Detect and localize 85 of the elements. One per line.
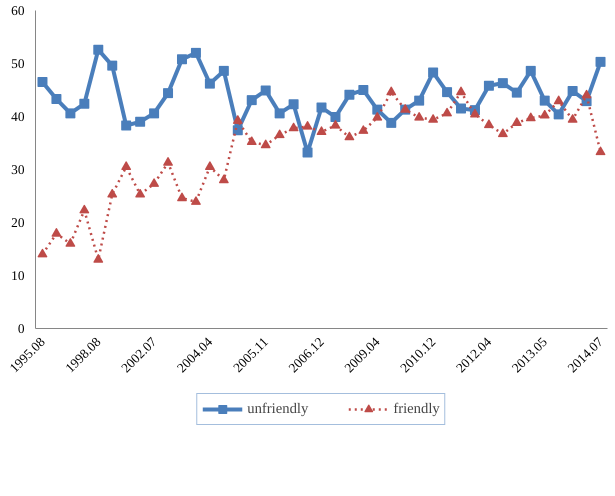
point: [176, 192, 187, 202]
point: [512, 117, 522, 126]
point: [554, 95, 564, 104]
point: [37, 248, 48, 258]
point: [246, 136, 257, 146]
point: [344, 90, 354, 100]
point: [526, 66, 536, 76]
y-tick-label: 30: [11, 162, 25, 177]
point: [512, 88, 522, 98]
point: [232, 115, 243, 124]
point: [316, 102, 326, 112]
point: [107, 188, 118, 198]
point: [582, 90, 592, 98]
point: [288, 122, 299, 132]
y-tick-label: 10: [11, 268, 25, 283]
point: [163, 156, 174, 166]
point: [260, 86, 271, 96]
point: [414, 112, 424, 121]
legend-label: friendly: [393, 400, 440, 418]
point: [190, 48, 201, 58]
y-tick-label: 40: [11, 109, 25, 124]
y-tick-label: 50: [11, 56, 25, 71]
legend-label: unfriendly: [247, 400, 308, 418]
point: [484, 119, 494, 128]
point: [121, 161, 132, 170]
point: [135, 188, 146, 198]
point: [93, 44, 104, 55]
point: [596, 56, 606, 67]
point: [540, 110, 550, 119]
point: [344, 131, 354, 140]
point: [358, 125, 368, 134]
point: [218, 174, 229, 184]
point: [302, 120, 313, 130]
point: [456, 104, 466, 114]
point: [65, 238, 76, 247]
point: [288, 99, 299, 110]
point: [498, 78, 508, 88]
point: [568, 86, 578, 96]
point: [149, 108, 160, 118]
point: [79, 98, 90, 109]
point: [540, 96, 550, 106]
point: [386, 86, 396, 96]
point: [37, 77, 48, 88]
point: [470, 108, 480, 118]
point: [121, 120, 132, 131]
point: [93, 254, 104, 263]
y-tick-label: 0: [18, 321, 25, 336]
point: [79, 204, 90, 214]
point: [274, 108, 285, 118]
point: [484, 80, 494, 91]
point: [204, 78, 215, 89]
point: [51, 94, 62, 104]
y-tick-label: 60: [11, 3, 25, 18]
point: [358, 85, 368, 95]
point: [414, 96, 424, 106]
point: [442, 87, 452, 98]
point: [218, 66, 229, 76]
point: [149, 178, 160, 187]
point: [107, 60, 118, 71]
point: [246, 95, 257, 106]
point: [596, 146, 606, 156]
point: [554, 109, 564, 120]
point: [316, 126, 326, 135]
point: [372, 112, 382, 121]
point: [274, 129, 285, 138]
point: [51, 228, 62, 237]
point: [568, 114, 578, 123]
point: [386, 118, 396, 128]
point: [428, 114, 438, 123]
point: [526, 112, 536, 122]
point: [302, 148, 313, 158]
point: [260, 139, 271, 148]
point: [330, 120, 340, 129]
point: [456, 86, 466, 96]
point: [498, 128, 508, 138]
point: [190, 196, 201, 205]
point: [428, 68, 438, 78]
point: [442, 108, 452, 116]
point: [65, 108, 76, 118]
point: [330, 112, 340, 122]
point: [176, 54, 187, 64]
y-tick-label: 20: [11, 215, 25, 230]
point: [163, 88, 174, 98]
point: [135, 116, 146, 127]
point: [204, 161, 215, 170]
